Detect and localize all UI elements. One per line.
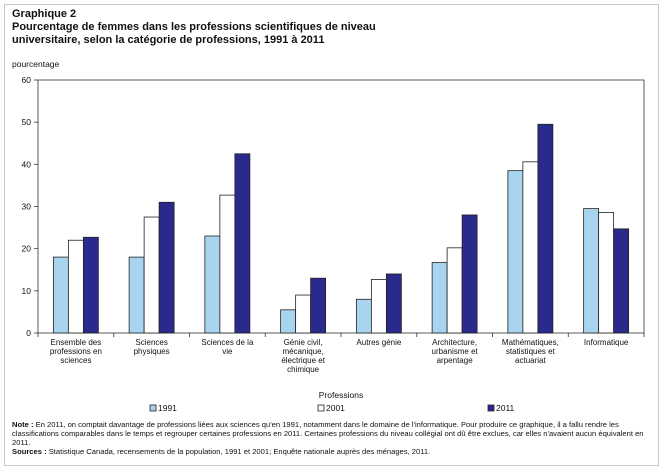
sources: Sources : Statistique Canada, recensemen…	[12, 447, 652, 456]
graph-label: Graphique 2	[12, 8, 77, 20]
bar-2011	[158, 201, 175, 334]
bar-2011	[537, 123, 554, 334]
bar-2011	[461, 214, 478, 334]
chart-header: Graphique 2 Pourcentage de femmes dans l…	[12, 8, 642, 47]
bar-2011	[234, 153, 251, 334]
bar-1991	[431, 262, 448, 334]
x-category-label: Mathématiques, statistiques et actuariat	[502, 338, 559, 365]
x-axis-title: Professions	[319, 390, 363, 400]
bar-2001	[446, 247, 463, 334]
bar-1991	[583, 208, 600, 334]
bar-1991	[128, 256, 145, 334]
sources-label: Sources :	[12, 447, 47, 456]
bar-1991	[52, 256, 69, 334]
bar-1991	[280, 309, 297, 334]
bar-2001	[295, 294, 312, 334]
bar-1991	[355, 298, 372, 334]
bar-2011	[82, 236, 99, 334]
x-category-label: Architecture, urbanisme et arpentage	[432, 338, 479, 365]
note-text: En 2011, on comptait davantage de profes…	[12, 420, 644, 447]
x-category-label: Ensemble des professions en sciences	[50, 338, 102, 365]
legend-label-1991: 1991	[158, 403, 177, 413]
note: Note : En 2011, on comptait davantage de…	[12, 420, 652, 447]
legend-swatch-2001	[317, 404, 325, 412]
x-category-label: Sciences de la vie	[201, 338, 254, 356]
x-category-label: Informatique	[584, 338, 629, 347]
bar-2001	[522, 161, 539, 334]
legend-label-2001: 2001	[326, 403, 345, 413]
y-tick-label: 40	[22, 159, 32, 169]
bar-2001	[598, 212, 615, 334]
sources-text: Statistique Canada, recensements de la p…	[46, 447, 431, 456]
bar-1991	[507, 170, 524, 334]
y-tick-label: 10	[22, 286, 32, 296]
chart-title: Pourcentage de femmes dans les professio…	[12, 21, 376, 46]
bar-1991	[204, 235, 221, 334]
note-label: Note :	[12, 420, 34, 429]
y-tick-label: 0	[26, 328, 31, 338]
x-category-label: Génie civil, mécanique, électrique et chimi…	[281, 338, 325, 374]
bar-2011	[385, 273, 402, 334]
legend-label-2011: 2011	[496, 403, 515, 413]
y-tick-label: 50	[22, 117, 32, 127]
x-category-label: Autres génie	[356, 338, 401, 347]
legend-swatch-2011	[487, 404, 495, 412]
bar-2001	[143, 216, 160, 334]
bar-2011	[310, 277, 327, 334]
chart-notes: Note : En 2011, on comptait davantage de…	[12, 420, 652, 456]
y-tick-label: 60	[22, 75, 32, 85]
y-tick-label: 20	[22, 244, 32, 254]
x-category-label: Sciences physiques	[134, 338, 170, 356]
bar-2011	[613, 228, 630, 334]
bar-2001	[370, 279, 387, 334]
bar-2001	[67, 239, 84, 334]
bar-2001	[219, 194, 236, 334]
y-unit-label: pourcentage	[12, 59, 60, 69]
y-tick-label: 30	[22, 202, 32, 212]
legend-swatch-1991	[149, 404, 157, 412]
